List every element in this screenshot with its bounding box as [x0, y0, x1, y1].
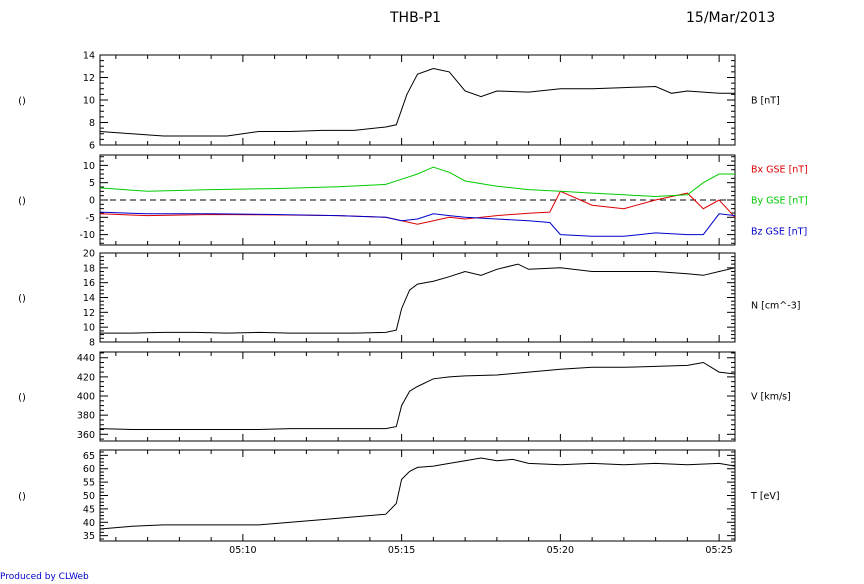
- y-tick-label: 18: [83, 263, 95, 274]
- y-tick-label: 12: [83, 308, 95, 319]
- panel-frame: [99, 252, 736, 343]
- y-tick-label: 8: [89, 118, 95, 129]
- panel-left-label: (): [18, 96, 26, 107]
- series-line-Bgse-2: [99, 211, 736, 237]
- y-tick-label: 16: [83, 278, 95, 289]
- y-tick-label: 40: [83, 518, 95, 529]
- y-tick-label: 10: [83, 161, 95, 172]
- series-label: V [km/s]: [751, 392, 791, 403]
- y-tick-label: 45: [83, 504, 95, 515]
- y-tick-label: 60: [83, 464, 95, 475]
- y-tick-label: 65: [83, 451, 95, 462]
- panel-N: 8 10 12 14 16 18 20 () N [cm^-3]: [18, 249, 800, 349]
- y-tick-label: 12: [83, 73, 95, 84]
- panel-left-label: (): [18, 492, 26, 503]
- series-line-V-0: [99, 361, 736, 430]
- panel-frame: [99, 351, 736, 442]
- series-label: B [nT]: [751, 96, 780, 107]
- y-tick-label: 55: [83, 478, 95, 489]
- panel-left-label: (): [18, 294, 26, 305]
- chart-title: THB-P1: [390, 10, 442, 26]
- panel-Bgse: -10 -5 0 5 10 () Bx GSE [nT] By GSE [nT] Bz GSE …: [18, 154, 808, 246]
- series-line-T-0: [99, 457, 736, 530]
- x-tick-label: 05:25: [705, 545, 732, 556]
- y-tick-label: 35: [83, 531, 95, 542]
- y-tick-label: -5: [86, 213, 95, 224]
- y-tick-label: 14: [83, 293, 95, 304]
- panel-B: 6 8 10 12 14 () B [nT]: [18, 51, 780, 152]
- series-line-B-0: [99, 67, 735, 137]
- x-tick-label: 05:10: [229, 545, 256, 556]
- y-tick-label: 360: [77, 430, 95, 441]
- y-tick-label: 0: [89, 196, 95, 207]
- y-tick-label: 380: [77, 411, 95, 422]
- x-tick-label: 05:20: [547, 545, 574, 556]
- footer-credit: Produced by CLWeb: [0, 572, 89, 582]
- y-tick-label: 6: [89, 141, 95, 152]
- series-line-N-0: [100, 263, 736, 334]
- series-line-Bgse-1: [99, 166, 735, 198]
- y-tick-label: 5: [89, 178, 95, 189]
- y-tick-label: 420: [77, 372, 95, 383]
- series-label: N [cm^-3]: [751, 300, 800, 311]
- x-tick-label: 05:15: [388, 545, 415, 556]
- y-tick-label: 20: [83, 249, 95, 260]
- series-label: Bx GSE [nT]: [751, 164, 808, 175]
- y-tick-label: 50: [83, 491, 95, 502]
- y-tick-label: 440: [77, 353, 95, 364]
- panel-frame: [99, 54, 736, 146]
- y-tick-label: 8: [89, 338, 95, 349]
- panel-V: 360 380 400 420 440 () V [km/s]: [18, 351, 791, 442]
- y-tick-label: 14: [83, 51, 95, 62]
- y-tick-label: -10: [79, 230, 95, 241]
- panel-T: 35 40 45 50 55 60 65 () T [eV] 05:10 05:15 05:20 05:…: [18, 449, 780, 556]
- series-label: T [eV]: [750, 491, 780, 502]
- panel-left-label: (): [18, 196, 26, 207]
- series-label: By GSE [nT]: [751, 196, 808, 207]
- y-tick-label: 400: [77, 392, 95, 403]
- series-label: Bz GSE [nT]: [751, 227, 807, 238]
- chart-date: 15/Mar/2013: [686, 10, 776, 26]
- panel-left-label: (): [18, 393, 26, 404]
- y-tick-label: 10: [83, 323, 95, 334]
- y-tick-label: 10: [83, 96, 95, 107]
